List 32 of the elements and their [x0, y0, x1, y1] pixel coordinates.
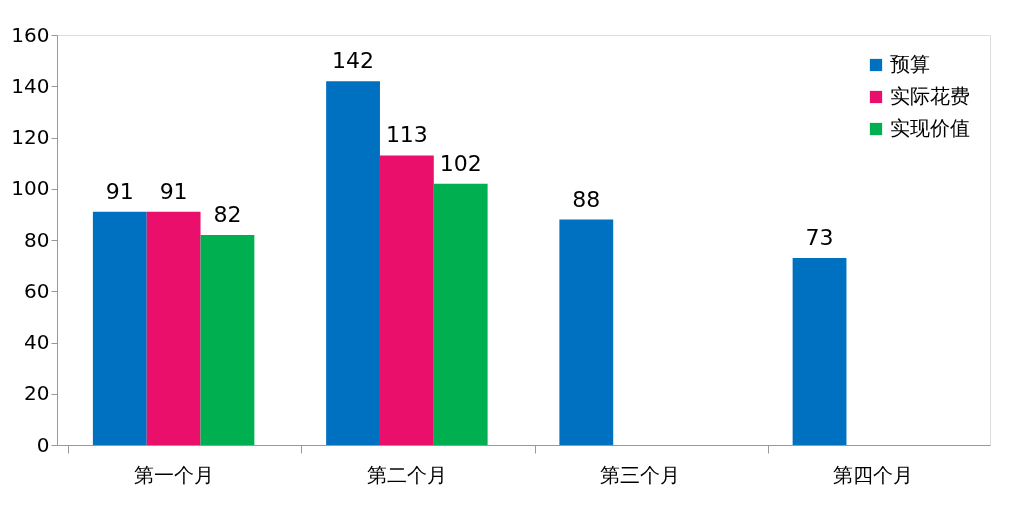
y-tick-label: 140	[11, 73, 50, 98]
data-label: 91	[159, 178, 188, 204]
bar	[200, 234, 255, 445]
bar	[792, 257, 847, 445]
legend-label: 预算	[890, 52, 930, 76]
data-label: 88	[572, 186, 601, 212]
data-label: 73	[805, 224, 834, 250]
x-tick-label: 第四个月	[833, 462, 914, 487]
y-tick-label: 40	[24, 330, 50, 354]
bar	[379, 155, 434, 445]
y-tick-label: 60	[24, 278, 50, 303]
bar	[433, 183, 488, 445]
data-label: 91	[105, 178, 134, 204]
bar	[146, 211, 201, 445]
data-label: 82	[213, 201, 242, 227]
x-tick-label: 第一个月	[133, 462, 214, 487]
y-tick-label: 120	[11, 125, 50, 149]
data-label: 113	[385, 122, 428, 148]
legend-label: 实际花费	[890, 84, 970, 108]
legend-label: 实现价值	[890, 116, 970, 140]
bar	[92, 211, 147, 445]
y-tick-label: 20	[24, 381, 50, 406]
x-tick-label: 第二个月	[366, 462, 447, 487]
x-tick-label: 第三个月	[600, 462, 681, 487]
bar	[559, 219, 614, 445]
y-tick-label: 80	[24, 227, 50, 252]
y-tick-label: 100	[11, 176, 50, 201]
data-label: 142	[332, 48, 375, 74]
bar	[326, 81, 380, 445]
data-label: 102	[439, 150, 482, 176]
y-tick-label: 0	[36, 432, 50, 457]
y-tick-label: 160	[11, 22, 50, 47]
